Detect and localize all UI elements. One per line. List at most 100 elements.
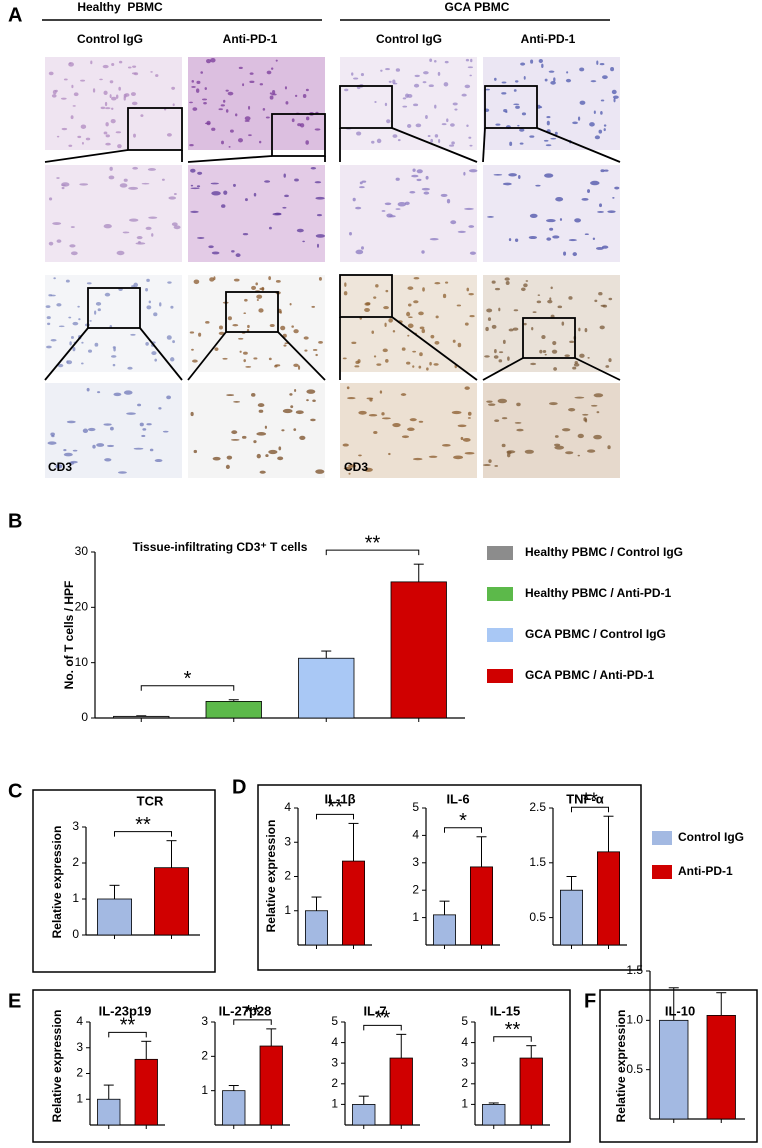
cell [513,309,519,312]
cell [358,186,365,189]
cell [469,144,473,147]
cell [118,86,121,91]
cell [316,214,322,217]
cell [104,101,108,107]
cell [546,219,556,223]
significance-bracket [493,1036,532,1042]
cell [50,432,55,436]
cell [50,339,57,342]
cell [315,196,325,200]
zoom-box [87,287,141,329]
cell [494,465,499,467]
cell [392,134,398,138]
cell [212,456,221,461]
panel-frame [257,784,642,971]
cell [274,364,281,367]
significance-bracket [571,806,609,813]
zoom-line [44,327,89,381]
cell [318,276,322,281]
cell [171,86,176,90]
cell [346,397,356,400]
legend-swatch [487,546,513,560]
cell [494,287,501,291]
cell [232,324,239,327]
cell [162,430,169,433]
y-tick-label: 5 [412,800,419,814]
cell [421,187,430,191]
legend-swatch [487,587,513,601]
cell [428,455,438,458]
legend-label: GCA PBMC / Control IgG [525,627,666,641]
cell [406,361,411,365]
cell [404,201,410,206]
cell [425,175,429,180]
cell [422,81,427,84]
zoom-line [44,149,129,163]
cell [283,173,286,178]
cell [517,124,520,127]
legend-swatch [487,628,513,642]
cell [344,88,349,92]
cell [47,441,57,445]
cell [132,166,139,170]
cell [545,144,552,147]
cell [508,238,512,242]
cell [611,89,617,95]
cell [57,363,64,368]
cell [196,80,201,84]
cell [470,58,473,63]
cell [230,129,234,133]
cell [189,331,195,334]
cell [486,400,493,403]
cell [104,292,111,297]
cell [291,325,294,328]
cell [453,455,464,460]
cell [546,120,550,126]
cell [77,305,80,308]
cell [406,311,411,317]
cell [314,181,322,184]
cell [103,90,108,95]
cell [109,80,114,84]
cell [204,87,207,90]
cell [513,89,517,92]
cell [599,325,605,330]
cell [123,96,126,101]
cell [70,336,74,339]
cell [392,330,396,333]
cell [92,444,96,449]
cell [389,215,396,218]
cell [191,86,196,88]
cell [105,134,110,138]
cell [551,349,558,354]
y-tick-label: 0 [81,710,88,724]
cell [56,135,60,138]
cell [117,471,127,474]
cell [159,302,162,307]
cell [435,315,439,319]
cell [306,399,309,402]
cell [486,308,493,313]
cell [384,322,387,328]
cell [584,233,589,236]
y-tick-label: 0 [72,927,79,941]
cell [514,80,519,83]
cell [283,344,287,347]
micrograph [188,57,325,150]
cell [493,355,499,359]
cell [293,329,299,334]
cell [310,166,317,170]
cell [555,196,564,202]
bar [469,866,493,946]
zoom-box [127,107,183,151]
cell [388,452,391,456]
cell [598,129,603,134]
cell [498,307,501,312]
cell [244,298,248,302]
cell [356,131,362,136]
cell [535,184,541,187]
cell [539,349,543,354]
column-title: Control IgG [376,32,442,46]
cell [226,394,235,397]
cell [462,437,471,442]
